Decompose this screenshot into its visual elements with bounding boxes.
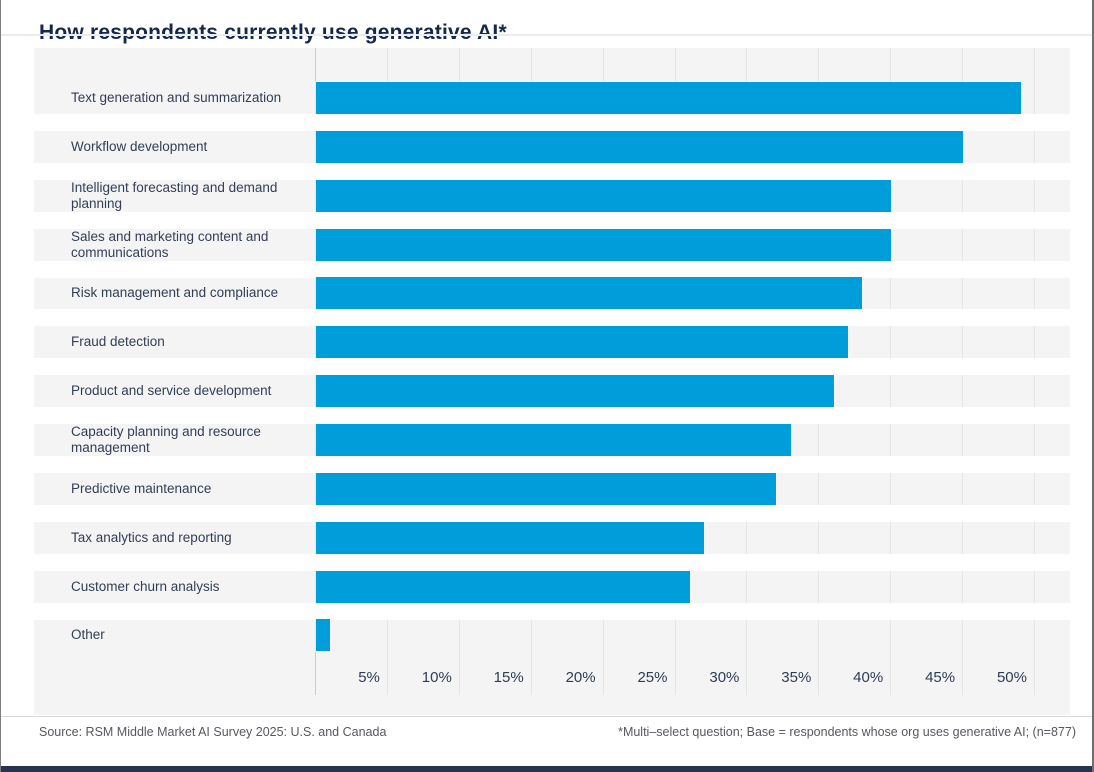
category-label: Intelligent forecasting and demand plann… xyxy=(71,179,278,211)
row-gap-stripe xyxy=(34,114,1070,131)
category-label: Tax analytics and reporting xyxy=(71,529,232,545)
footer-divider xyxy=(1,716,1092,717)
category-label: Other xyxy=(71,627,105,643)
row-gap-stripe xyxy=(34,602,1070,620)
x-tick-label: 35% xyxy=(781,669,812,686)
bar xyxy=(316,228,892,261)
x-tick-label: 50% xyxy=(996,669,1027,686)
row-gap-stripe xyxy=(34,211,1070,229)
bar xyxy=(316,423,791,456)
category-label: Capacity planning and resource managemen… xyxy=(71,423,261,455)
row-gap-stripe xyxy=(34,455,1070,473)
row-gap-stripe xyxy=(34,553,1070,571)
x-tick-label: 45% xyxy=(925,669,956,686)
category-label: Risk management and compliance xyxy=(71,285,279,301)
row-gap-stripe xyxy=(34,504,1070,522)
row-gap-stripe xyxy=(34,260,1070,278)
bar xyxy=(316,472,777,505)
x-tick-label: 40% xyxy=(853,669,884,686)
x-tick-label: 5% xyxy=(358,669,380,686)
footnote-text: *Multi–select question; Base = responden… xyxy=(618,725,1076,739)
bar xyxy=(316,130,964,163)
bar xyxy=(316,619,331,652)
bottom-accent-bar xyxy=(1,766,1092,772)
category-label: Fraud detection xyxy=(71,334,165,350)
category-label: Sales and marketing content and communic… xyxy=(71,228,269,260)
x-tick-label: 20% xyxy=(565,669,596,686)
bar xyxy=(316,326,849,359)
bar xyxy=(316,179,892,212)
x-tick-label: 30% xyxy=(709,669,740,686)
row-gap-stripe xyxy=(34,407,1070,425)
title-divider xyxy=(1,34,1092,36)
bar xyxy=(316,521,705,554)
bar xyxy=(316,82,1021,114)
x-tick-label: 15% xyxy=(493,669,524,686)
category-label: Product and service development xyxy=(71,383,272,399)
page-title: How respondents currently use generative… xyxy=(39,21,507,45)
bar-chart: 5% 10% 15% 20% 25% 30% 35% 40% 45% 50% Text genera… xyxy=(34,48,1070,715)
bar xyxy=(316,375,834,408)
row-gap-stripe xyxy=(34,162,1070,180)
category-label: Text generation and summarization xyxy=(71,90,282,105)
category-label: Workflow development xyxy=(71,138,208,154)
row-gap-stripe xyxy=(34,358,1070,376)
source-text: Source: RSM Middle Market AI Survey 2025… xyxy=(39,725,387,739)
x-tick-label: 10% xyxy=(421,669,452,686)
category-label: Predictive maintenance xyxy=(71,480,212,496)
bar xyxy=(316,570,690,603)
bar xyxy=(316,277,863,310)
x-tick-label: 25% xyxy=(637,669,668,686)
row-gap-stripe xyxy=(34,309,1070,327)
category-label: Customer churn analysis xyxy=(71,578,220,594)
